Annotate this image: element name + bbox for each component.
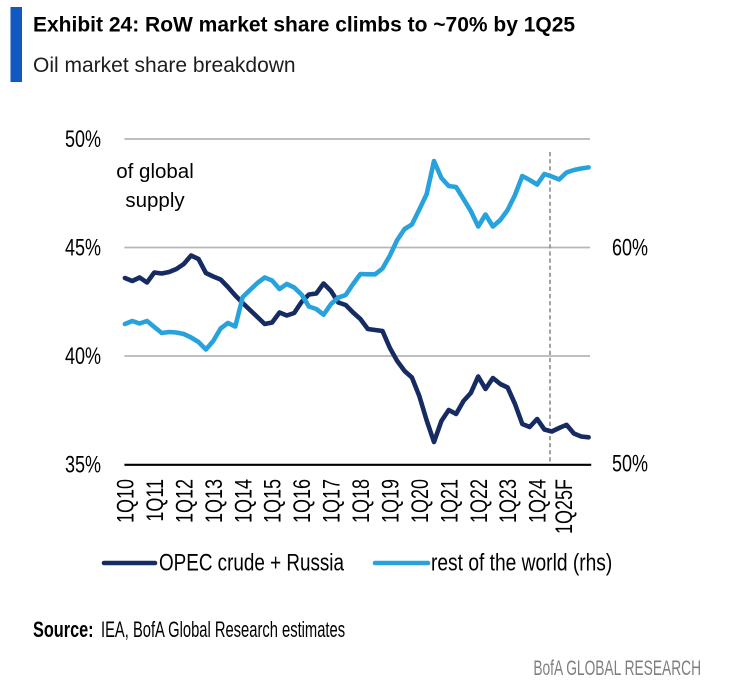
svg-text:1Q18: 1Q18 xyxy=(349,479,375,523)
svg-text:1Q13: 1Q13 xyxy=(201,479,227,523)
svg-text:35%: 35% xyxy=(65,452,101,478)
svg-text:1Q11: 1Q11 xyxy=(143,479,169,522)
svg-text:60%: 60% xyxy=(612,235,648,261)
svg-text:40%: 40% xyxy=(65,344,101,370)
svg-text:of global: of global xyxy=(116,160,194,183)
svg-text:1Q15: 1Q15 xyxy=(260,479,286,523)
svg-text:Exhibit 24: RoW market share c: Exhibit 24: RoW market share climbs to ~… xyxy=(33,13,575,36)
svg-text:1Q19: 1Q19 xyxy=(378,479,404,523)
svg-text:50%: 50% xyxy=(65,126,101,152)
svg-text:1Q24: 1Q24 xyxy=(525,479,551,523)
svg-text:50%: 50% xyxy=(612,451,648,477)
svg-text:1Q17: 1Q17 xyxy=(319,479,345,523)
svg-text:IEA, BofA Global Research esti: IEA, BofA Global Research estimates xyxy=(101,617,345,642)
svg-text:1Q23: 1Q23 xyxy=(496,479,522,523)
svg-text:Oil market share breakdown: Oil market share breakdown xyxy=(33,54,296,77)
svg-text:rest of the world (rhs): rest of the world (rhs) xyxy=(431,548,612,576)
svg-text:1Q22: 1Q22 xyxy=(466,479,492,523)
svg-text:1Q25F: 1Q25F xyxy=(552,479,578,534)
svg-text:1Q20: 1Q20 xyxy=(408,479,434,523)
svg-text:1Q12: 1Q12 xyxy=(172,479,198,523)
svg-text:Source:: Source: xyxy=(33,618,94,643)
svg-text:1Q10: 1Q10 xyxy=(113,479,139,523)
svg-text:1Q21: 1Q21 xyxy=(437,479,463,523)
svg-text:supply: supply xyxy=(125,189,185,212)
svg-text:45%: 45% xyxy=(65,235,101,261)
svg-text:BofA GLOBAL RESEARCH: BofA GLOBAL RESEARCH xyxy=(533,656,701,680)
svg-text:1Q14: 1Q14 xyxy=(231,479,257,523)
svg-text:1Q16: 1Q16 xyxy=(290,479,316,523)
svg-text:OPEC crude + Russia: OPEC crude + Russia xyxy=(159,548,344,576)
